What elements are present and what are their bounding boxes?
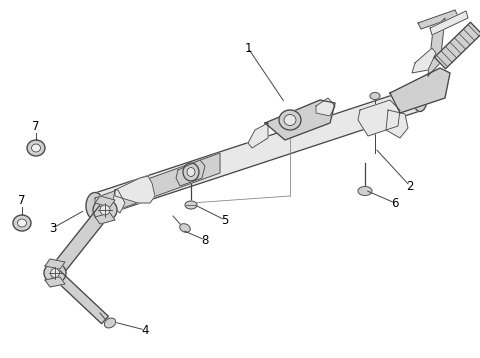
Polygon shape bbox=[248, 123, 268, 148]
Ellipse shape bbox=[44, 263, 66, 283]
Polygon shape bbox=[428, 18, 445, 76]
Ellipse shape bbox=[86, 193, 104, 219]
Ellipse shape bbox=[180, 224, 190, 232]
Text: 2: 2 bbox=[406, 179, 414, 193]
Ellipse shape bbox=[100, 205, 110, 215]
Ellipse shape bbox=[284, 115, 296, 126]
Ellipse shape bbox=[185, 201, 197, 209]
Text: 3: 3 bbox=[49, 222, 57, 234]
Polygon shape bbox=[51, 269, 108, 324]
Ellipse shape bbox=[279, 110, 301, 130]
Ellipse shape bbox=[27, 140, 45, 156]
Ellipse shape bbox=[32, 144, 40, 152]
Polygon shape bbox=[115, 176, 155, 203]
Ellipse shape bbox=[50, 268, 60, 277]
Ellipse shape bbox=[358, 187, 372, 195]
Polygon shape bbox=[412, 48, 436, 73]
Polygon shape bbox=[95, 213, 115, 224]
Ellipse shape bbox=[187, 168, 195, 176]
Text: 1: 1 bbox=[244, 42, 252, 54]
Polygon shape bbox=[316, 98, 335, 116]
Polygon shape bbox=[95, 196, 115, 207]
Polygon shape bbox=[390, 68, 450, 113]
Ellipse shape bbox=[93, 199, 117, 221]
Polygon shape bbox=[45, 259, 65, 269]
Ellipse shape bbox=[183, 163, 199, 181]
Ellipse shape bbox=[370, 92, 380, 100]
Polygon shape bbox=[358, 100, 400, 136]
Polygon shape bbox=[434, 22, 480, 69]
Polygon shape bbox=[49, 205, 110, 277]
Text: 7: 7 bbox=[18, 194, 26, 207]
Polygon shape bbox=[95, 153, 220, 218]
Polygon shape bbox=[430, 11, 468, 35]
Polygon shape bbox=[418, 10, 458, 29]
Text: 8: 8 bbox=[201, 233, 209, 247]
Ellipse shape bbox=[17, 219, 26, 227]
Polygon shape bbox=[45, 277, 65, 287]
Polygon shape bbox=[112, 190, 125, 213]
Text: 6: 6 bbox=[391, 197, 399, 209]
Polygon shape bbox=[386, 110, 408, 138]
Ellipse shape bbox=[13, 215, 31, 231]
Ellipse shape bbox=[104, 318, 116, 328]
Polygon shape bbox=[95, 86, 420, 218]
Text: 4: 4 bbox=[141, 324, 149, 337]
Polygon shape bbox=[176, 160, 205, 186]
Text: 5: 5 bbox=[221, 213, 228, 227]
Ellipse shape bbox=[413, 87, 427, 111]
Polygon shape bbox=[265, 100, 335, 140]
Text: 7: 7 bbox=[32, 120, 40, 132]
